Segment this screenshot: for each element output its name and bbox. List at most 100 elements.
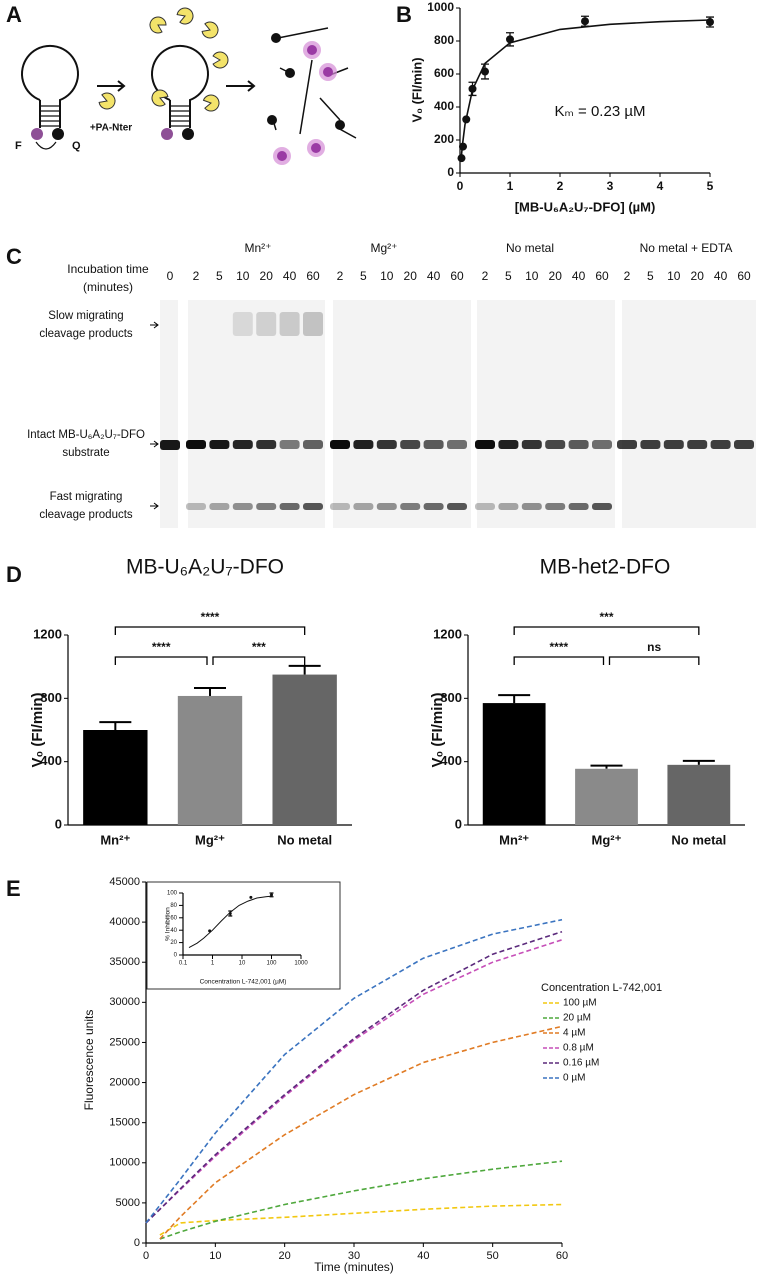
lane-label: 20 — [549, 269, 563, 283]
band — [592, 503, 612, 510]
x-tick-label: 100 — [266, 961, 277, 967]
chart-title: MB-U₆A₂U₇-DFO — [126, 556, 284, 579]
fluorophore — [31, 128, 43, 140]
band — [423, 503, 444, 510]
lane-label: 10 — [236, 269, 250, 283]
gel-side-label: Intact MB-U₆A₂U₇-DFO — [27, 429, 145, 441]
lane-label: 40 — [572, 269, 586, 283]
quencher — [267, 115, 277, 125]
quencher — [335, 120, 345, 130]
significance-label: **** — [201, 610, 220, 624]
time-header: (minutes) — [83, 280, 133, 294]
band — [330, 503, 350, 510]
condition-label: Mg²⁺ — [371, 241, 398, 255]
quencher — [271, 33, 281, 43]
lane-label: 40 — [427, 269, 441, 283]
band — [256, 312, 277, 336]
pointer-head — [153, 502, 159, 510]
x-tick-label: 20 — [279, 1250, 291, 1262]
x-tick-label: 0 — [457, 179, 464, 193]
lane-label: 2 — [193, 269, 200, 283]
legend-label: 100 µM — [563, 998, 597, 1009]
y-tick-label: 100 — [167, 891, 178, 897]
band — [353, 440, 374, 449]
band — [303, 312, 323, 336]
y-tick-label: 40000 — [109, 916, 140, 928]
band — [447, 503, 467, 510]
band — [330, 440, 350, 449]
error-bar — [682, 759, 715, 765]
x-axis-label: Concentration L-742,001 (µM) — [200, 979, 287, 986]
fluorophore — [161, 128, 173, 140]
significance-bracket — [212, 656, 306, 665]
condition-label: No metal + EDTA — [640, 241, 733, 255]
legend-label: 0.16 µM — [563, 1058, 599, 1069]
lane-label: 20 — [691, 269, 705, 283]
y-tick-label: 10000 — [109, 1157, 140, 1169]
series-line — [145, 918, 563, 1224]
bar — [482, 703, 546, 825]
significance-bracket — [513, 626, 700, 635]
x-tick-label: 0 — [143, 1250, 149, 1262]
hairpin — [21, 44, 79, 128]
gel-side-label: cleavage products — [39, 328, 133, 340]
y-tick-label: 0 — [55, 816, 62, 831]
significance-bracket — [114, 656, 208, 665]
x-tick-label: 2 — [557, 179, 564, 193]
lane-label: 60 — [737, 269, 751, 283]
x-tick-label: Mg²⁺ — [195, 832, 225, 847]
x-tick-label: 1 — [507, 179, 514, 193]
band — [423, 440, 444, 449]
data-point — [581, 17, 589, 26]
band — [640, 440, 661, 449]
lane-label: 5 — [505, 269, 512, 283]
x-tick-label: 60 — [556, 1250, 568, 1262]
band — [521, 440, 542, 449]
y-tick-label: 1200 — [433, 626, 462, 641]
lane-label: 10 — [667, 269, 681, 283]
fluorophore — [307, 45, 317, 55]
data-point — [457, 154, 466, 163]
gel-lane-group — [333, 300, 471, 528]
y-tick-label: 30000 — [109, 996, 140, 1008]
band — [160, 440, 180, 450]
data-point — [228, 911, 232, 915]
y-tick-label: 25000 — [109, 1036, 140, 1048]
legend-label: 0 µM — [563, 1073, 585, 1084]
dots — [31, 33, 345, 165]
band — [186, 503, 206, 510]
panel-label: A — [6, 2, 22, 27]
y-axis-label: V₀ (FI/min) — [429, 692, 446, 767]
pointer-head — [153, 321, 159, 329]
x-tick-label: 5 — [707, 179, 714, 193]
panel-label: E — [6, 876, 21, 901]
band — [475, 440, 495, 449]
bar — [177, 695, 243, 825]
lane-label: 5 — [360, 269, 367, 283]
series-line — [159, 1160, 563, 1240]
x-tick-label: No metal — [277, 832, 332, 847]
significance-label: *** — [252, 640, 266, 654]
x-tick-label: Mn²⁺ — [100, 832, 130, 847]
band — [256, 503, 277, 510]
band — [592, 440, 612, 449]
band — [303, 503, 323, 510]
data-point — [462, 115, 471, 124]
error-bar — [99, 721, 132, 730]
legend-label: 0.8 µM — [563, 1043, 594, 1054]
y-tick-label: 800 — [434, 33, 454, 47]
lane-label: 2 — [624, 269, 631, 283]
x-tick-label: 4 — [657, 179, 664, 193]
band — [279, 312, 300, 336]
x-tick-label: 30 — [348, 1250, 360, 1262]
y-axis-label: Fluorescence units — [82, 1010, 96, 1111]
y-tick-label: 400 — [440, 753, 462, 768]
band — [186, 440, 206, 449]
y-tick-label: 0 — [455, 816, 462, 831]
y-tick-label: 800 — [440, 690, 462, 705]
y-tick-label: 80 — [170, 903, 177, 909]
band — [475, 503, 495, 510]
band — [279, 503, 300, 510]
error-bar — [288, 664, 321, 675]
band — [376, 503, 397, 510]
